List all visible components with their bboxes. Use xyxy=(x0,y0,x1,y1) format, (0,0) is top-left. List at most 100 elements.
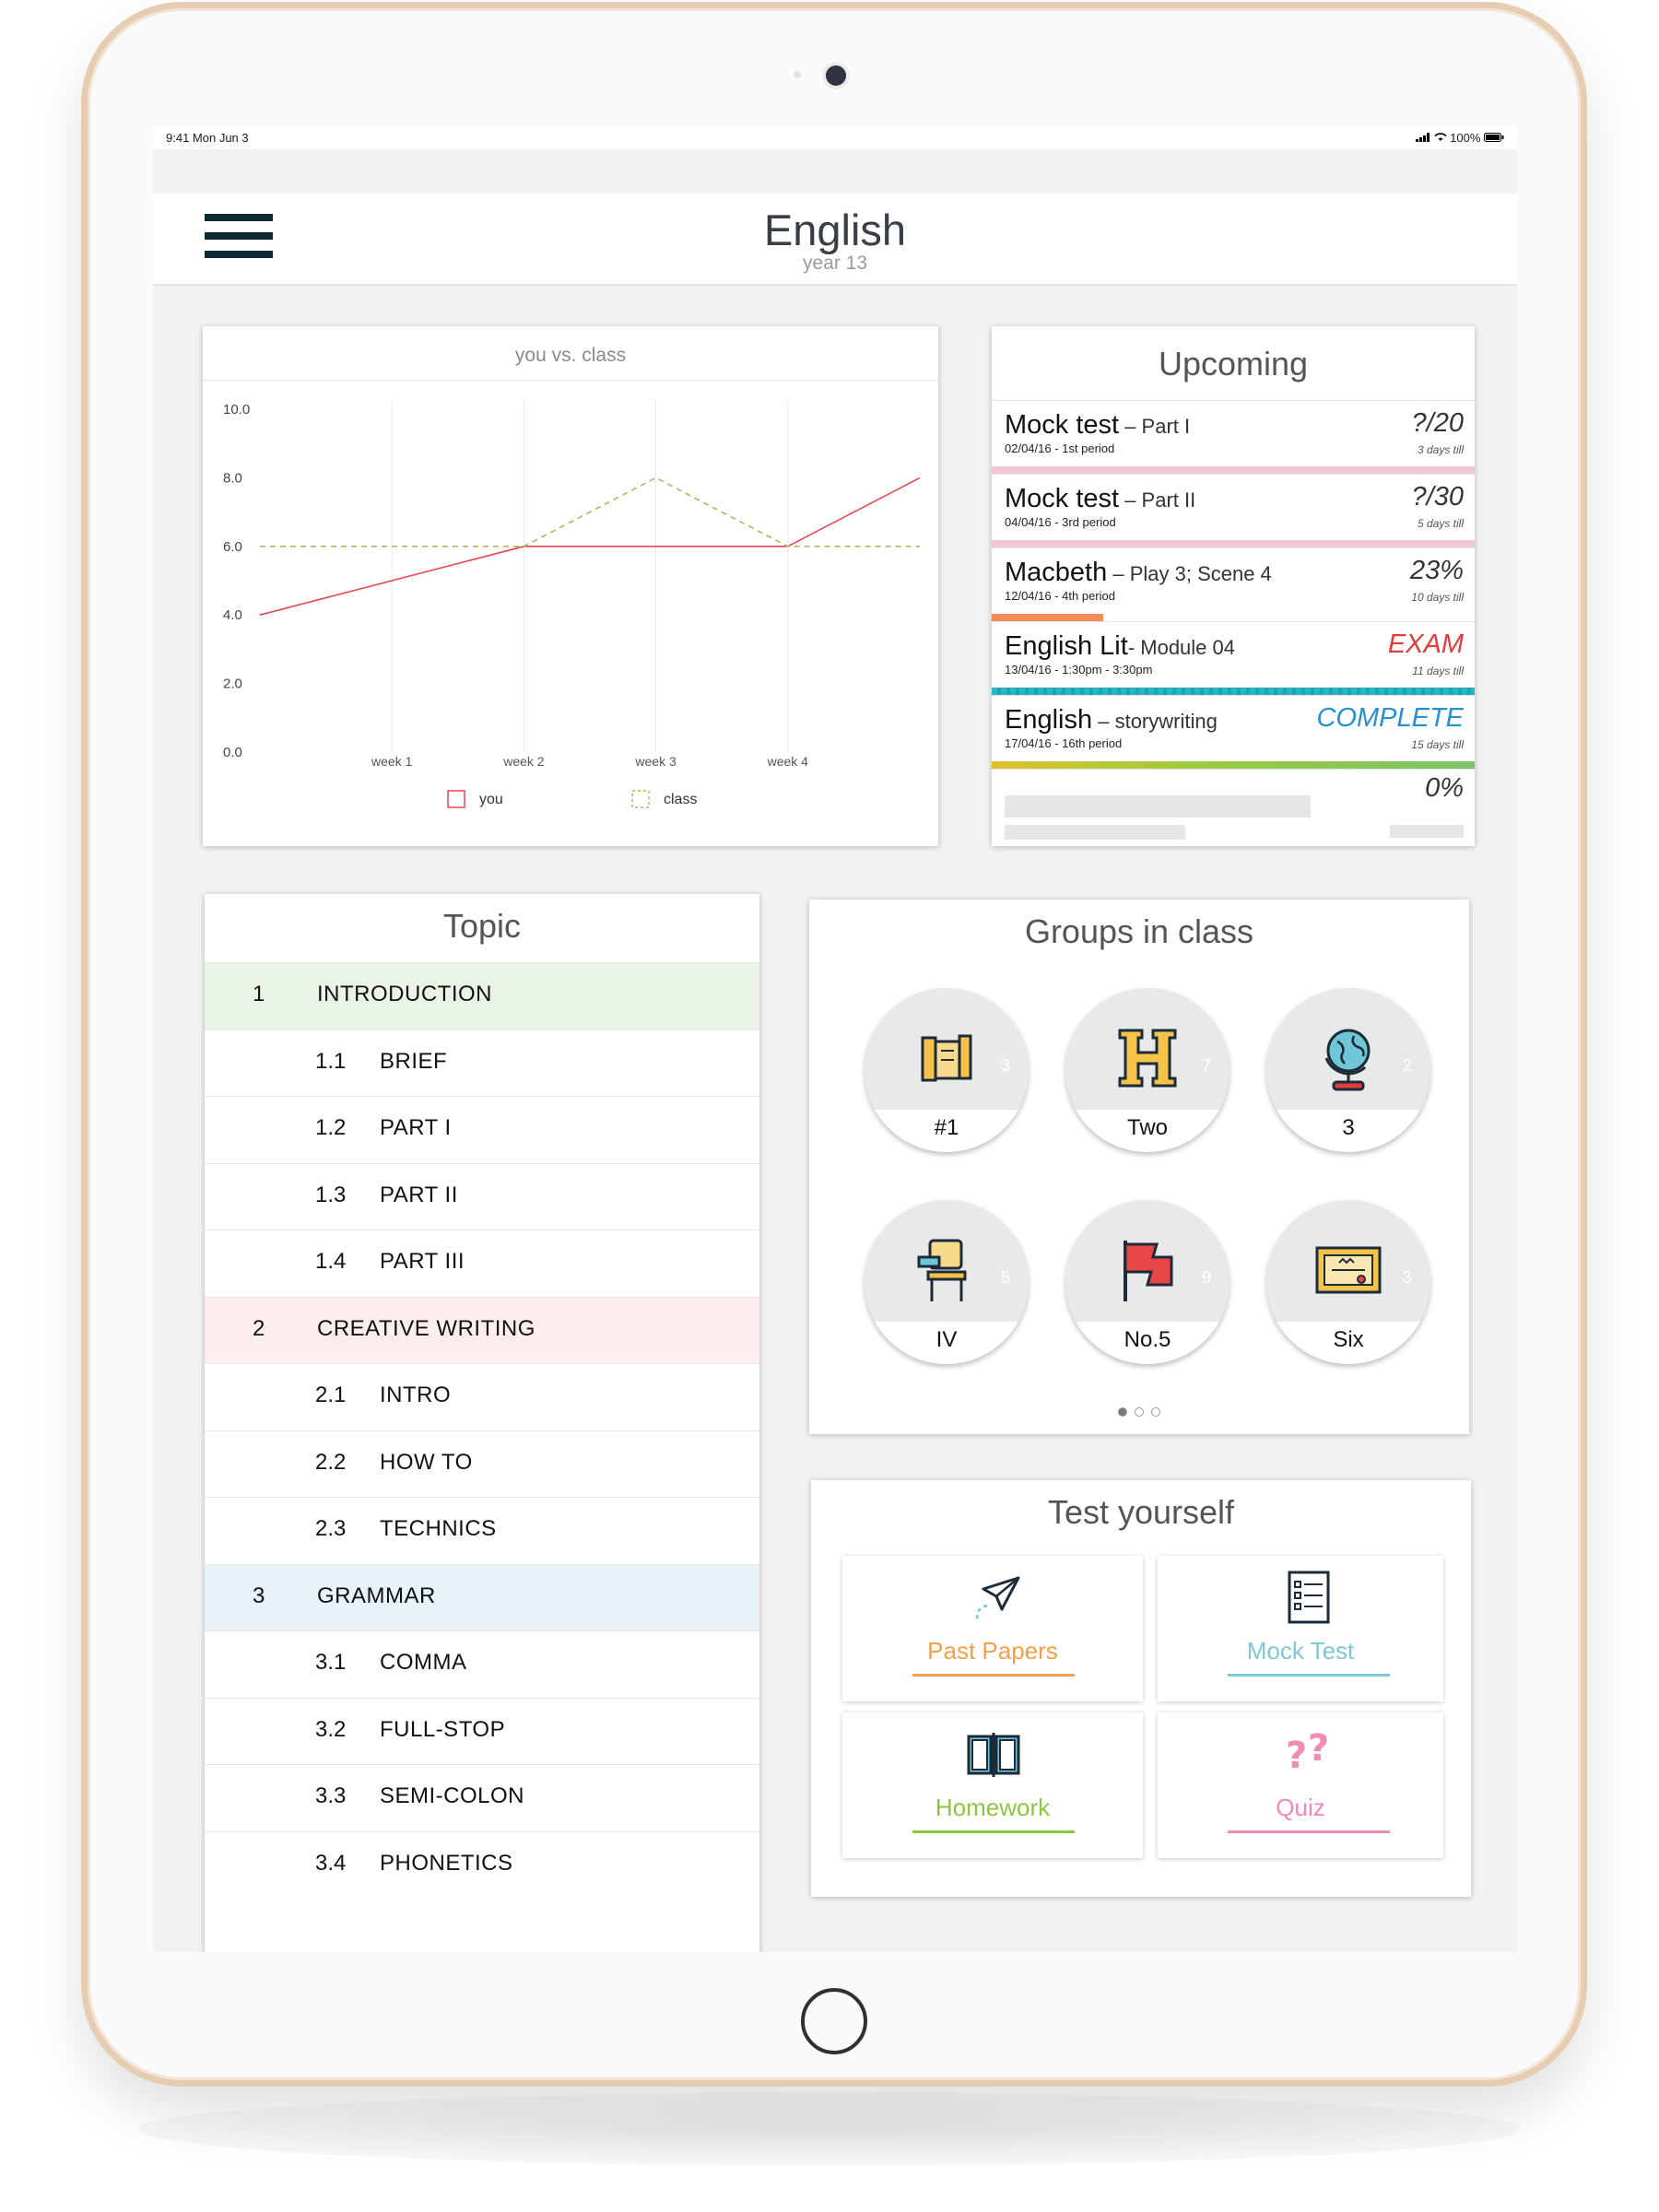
group-label: #1 xyxy=(865,1110,1029,1152)
group-circle[interactable]: 7 Two xyxy=(1065,988,1230,1152)
screen: 9:41 Mon Jun 3 100% English year 13 you … xyxy=(153,127,1517,1952)
upcoming-item[interactable]: English – storywriting 17/04/16 - 16th pe… xyxy=(992,695,1475,770)
page-indicator[interactable] xyxy=(809,1405,1469,1421)
paper-plane-icon xyxy=(965,1569,1022,1626)
topic-row[interactable]: 3.3 SEMI-COLON xyxy=(205,1764,759,1831)
chart-divider xyxy=(203,380,938,381)
topic-section-row[interactable]: 1 INTRODUCTION xyxy=(205,962,759,1030)
topic-section-row[interactable]: 2 CREATIVE WRITING xyxy=(205,1296,759,1364)
upcoming-progress-bar xyxy=(992,466,1475,475)
test-label: Past Papers xyxy=(927,1637,1058,1665)
question-marks-icon: ?? xyxy=(1280,1725,1337,1783)
upcoming-item[interactable]: Mock test – Part I 02/04/16 - 1st period?… xyxy=(992,400,1475,475)
upcoming-item[interactable]: Macbeth – Play 3; Scene 4 12/04/16 - 4th … xyxy=(992,547,1475,622)
checklist-icon xyxy=(1280,1569,1337,1626)
upcoming-date: 04/04/16 - 3rd period xyxy=(1005,515,1116,529)
test-underline xyxy=(912,1674,1075,1677)
groups-card: Groups in class 3 #1 7 Two 2 3 5 IV 9 No.5 3 Six xyxy=(809,900,1469,1434)
test-tile[interactable]: Mock Test xyxy=(1158,1556,1443,1701)
test-label: Homework xyxy=(935,1794,1051,1821)
group-circle[interactable]: 3 Six xyxy=(1266,1200,1430,1364)
topic-number: 3.3 xyxy=(315,1783,347,1808)
topic-section-row[interactable]: 3 GRAMMAR xyxy=(205,1563,759,1631)
topic-row[interactable]: 1.4 PART III xyxy=(205,1230,759,1297)
y-tick-label: 10.0 xyxy=(223,402,250,418)
topic-label: INTRO xyxy=(380,1382,452,1407)
topic-row[interactable]: 1.2 PART I xyxy=(205,1096,759,1163)
test-tile[interactable]: Past Papers xyxy=(842,1556,1143,1701)
group-circle[interactable]: 5 IV xyxy=(865,1200,1029,1364)
page-subtitle: year 13 xyxy=(802,253,868,274)
app-header: English year 13 xyxy=(153,194,1517,286)
upcoming-date: 17/04/16 - 16th period xyxy=(1005,736,1123,750)
upcoming-date: 12/04/16 - 4th period xyxy=(1005,589,1115,603)
upcoming-days-till: 10 days till xyxy=(1411,591,1464,604)
test-title: Test yourself xyxy=(1047,1493,1235,1531)
groups-title: Groups in class xyxy=(1024,912,1254,950)
page-dot[interactable] xyxy=(1135,1407,1144,1417)
topic-row[interactable]: 2.3 TECHNICS xyxy=(205,1497,759,1564)
chart-title: you vs. class xyxy=(514,345,627,366)
upcoming-score: EXAM xyxy=(1387,629,1464,659)
upcoming-item[interactable]: English Lit- Module 04 13/04/16 - 1:30pm … xyxy=(992,621,1475,696)
topic-label: SEMI-COLON xyxy=(380,1783,525,1808)
upcoming-days-till: 11 days till xyxy=(1412,665,1464,677)
globe-icon xyxy=(1312,1021,1385,1095)
topic-number: 1.3 xyxy=(315,1182,347,1207)
wifi-icon xyxy=(1433,133,1447,141)
topic-row[interactable]: 3.2 FULL-STOP xyxy=(205,1697,759,1765)
upcoming-card: Upcoming Mock test – Part I 02/04/16 - 1s… xyxy=(992,326,1475,846)
letter-h-icon xyxy=(1111,1021,1184,1095)
upcoming-title: Upcoming xyxy=(1158,345,1309,382)
placeholder-score: 0% xyxy=(1425,773,1464,803)
topic-number: 3.2 xyxy=(315,1716,347,1742)
topic-row[interactable]: 3.1 COMMA xyxy=(205,1630,759,1698)
upcoming-date: 02/04/16 - 1st period xyxy=(1005,441,1115,455)
upcoming-item[interactable]: Mock test – Part II 04/04/16 - 3rd period… xyxy=(992,474,1475,548)
topic-number: 1 xyxy=(253,982,265,1006)
group-label: No.5 xyxy=(1065,1322,1230,1364)
legend-label: you xyxy=(479,792,503,807)
page-dot[interactable] xyxy=(1151,1407,1160,1417)
topic-number: 3.4 xyxy=(315,1850,347,1876)
svg-text:?: ? xyxy=(1308,1727,1329,1770)
group-member-count: 2 xyxy=(1402,1056,1412,1075)
upcoming-name: English – storywriting xyxy=(1005,705,1218,735)
topic-label: GRAMMAR xyxy=(317,1583,436,1608)
topic-label: INTRODUCTION xyxy=(317,982,492,1006)
upcoming-placeholder-row: 0% xyxy=(992,769,1475,847)
status-time: 9:41 Mon Jun 3 xyxy=(166,131,249,145)
topic-row[interactable]: 3.4 PHONETICS xyxy=(205,1830,759,1899)
topic-label: TECHNICS xyxy=(380,1516,497,1541)
test-underline xyxy=(1228,1830,1390,1833)
menu-icon[interactable] xyxy=(205,214,273,260)
flag-icon xyxy=(1111,1233,1184,1307)
group-member-count: 3 xyxy=(1402,1268,1412,1287)
group-label: Two xyxy=(1065,1110,1230,1152)
page-dot[interactable] xyxy=(1118,1407,1127,1417)
topic-row[interactable]: 1.1 BRIEF xyxy=(205,1029,759,1097)
topic-label: HOW TO xyxy=(380,1449,473,1475)
home-button[interactable] xyxy=(801,1988,867,2054)
test-tile[interactable]: Homework xyxy=(842,1712,1143,1858)
open-book-icon xyxy=(965,1725,1022,1783)
upcoming-score: ?/30 xyxy=(1411,482,1464,512)
upcoming-score: ?/20 xyxy=(1411,408,1464,438)
topic-label: PART III xyxy=(380,1249,465,1274)
test-tile[interactable]: ?? Quiz xyxy=(1158,1712,1443,1858)
topic-card: Topic 1 INTRODUCTION 1.1 BRIEF 1.2 PART I 1.3 P… xyxy=(205,894,759,1952)
y-tick-label: 2.0 xyxy=(223,677,242,692)
legend-swatch xyxy=(447,790,465,808)
topic-row[interactable]: 2.2 HOW TO xyxy=(205,1430,759,1498)
group-circle[interactable]: 3 #1 xyxy=(865,988,1029,1152)
upcoming-name: Mock test – Part II xyxy=(1005,484,1196,513)
topic-row[interactable]: 2.1 INTRO xyxy=(205,1363,759,1430)
series-line-you xyxy=(259,477,921,616)
topic-number: 2 xyxy=(253,1315,265,1341)
topic-row[interactable]: 1.3 PART II xyxy=(205,1162,759,1230)
topic-title: Topic xyxy=(442,907,522,945)
scroll-icon xyxy=(910,1021,983,1095)
line-chart: week 1 week 2 week 3 week 4 10.0 8.0 6.0 4.0 2.0… xyxy=(223,400,921,808)
group-circle[interactable]: 9 No.5 xyxy=(1065,1200,1230,1364)
